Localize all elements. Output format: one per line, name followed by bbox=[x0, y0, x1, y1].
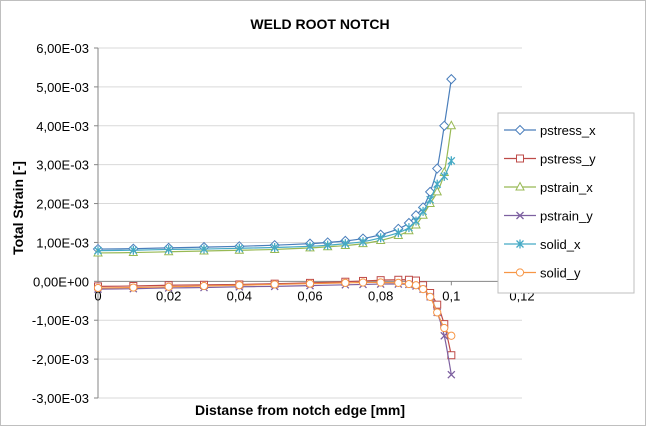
data-point bbox=[305, 279, 315, 288]
x-tick-label: 0,04 bbox=[227, 288, 252, 303]
data-point bbox=[358, 278, 368, 287]
y-tick-labels: -3,00E-03 -2,00E-03 -1,00E-03 0,00E+00 1,00E… bbox=[32, 41, 89, 406]
data-point bbox=[446, 120, 457, 130]
axes bbox=[94, 47, 523, 399]
series-group bbox=[92, 73, 457, 379]
legend-label: pstrain_x bbox=[540, 180, 593, 195]
x-tick-label: 0,06 bbox=[297, 288, 322, 303]
data-point bbox=[419, 206, 428, 216]
data-point bbox=[447, 370, 456, 379]
y-tick-label: 5,00E-03 bbox=[36, 80, 89, 95]
data-point bbox=[129, 245, 138, 255]
data-point bbox=[439, 120, 450, 131]
data-point bbox=[376, 278, 385, 287]
series-pstrain_y bbox=[94, 280, 456, 379]
series-pstress_x bbox=[92, 73, 457, 255]
legend-item: pstrain_y bbox=[504, 209, 593, 224]
y-tick-label: -1,00E-03 bbox=[32, 313, 89, 328]
data-point bbox=[447, 331, 456, 340]
x-tick-labels: 0 0,02 0,04 0,06 0,08 0,1 0,12 bbox=[94, 288, 534, 303]
data-point bbox=[404, 279, 414, 289]
data-point bbox=[270, 243, 279, 252]
data-point bbox=[516, 154, 524, 163]
data-point bbox=[432, 186, 443, 196]
data-point bbox=[426, 195, 435, 205]
data-point bbox=[199, 281, 209, 291]
data-point bbox=[446, 73, 457, 85]
y-tick-label: 2,00E-03 bbox=[36, 197, 89, 212]
y-tick-label: 1,00E-03 bbox=[36, 235, 89, 250]
legend-label: solid_y bbox=[540, 266, 581, 281]
data-point bbox=[129, 283, 138, 292]
data-point bbox=[447, 156, 456, 166]
data-point bbox=[404, 223, 413, 233]
data-point bbox=[93, 283, 103, 293]
legend-item: pstress_y bbox=[504, 152, 596, 167]
y-tick-label: -2,00E-03 bbox=[32, 352, 89, 367]
legend-label: pstrain_y bbox=[540, 209, 593, 224]
series-line bbox=[97, 283, 452, 375]
data-point bbox=[514, 124, 526, 136]
data-point bbox=[411, 281, 421, 290]
data-point bbox=[164, 244, 173, 254]
legend-item: solid_x bbox=[504, 237, 581, 252]
data-point bbox=[341, 278, 350, 287]
x-tick-label: 0,08 bbox=[368, 288, 393, 303]
legend-item: pstrain_x bbox=[504, 180, 593, 195]
legend-box bbox=[497, 112, 635, 294]
data-point bbox=[306, 241, 314, 251]
legend-label: pstress_x bbox=[540, 123, 596, 138]
data-point bbox=[418, 285, 428, 294]
series-line bbox=[97, 79, 452, 250]
series-solid_y bbox=[93, 278, 456, 340]
chart-title: WELD ROOT NOTCH bbox=[250, 16, 389, 32]
data-point bbox=[270, 280, 279, 289]
y-gridlines bbox=[98, 47, 522, 399]
data-point bbox=[394, 278, 403, 287]
data-point bbox=[394, 228, 403, 238]
data-point bbox=[515, 268, 525, 277]
data-point bbox=[426, 292, 435, 301]
y-axis-label: Total Strain [-] bbox=[10, 161, 26, 255]
y-tick-label: 0,00E+00 bbox=[33, 274, 89, 289]
legend-label: pstress_y bbox=[540, 152, 596, 167]
series-line bbox=[97, 279, 452, 356]
data-point bbox=[515, 181, 525, 191]
data-point bbox=[412, 216, 420, 226]
data-point bbox=[235, 281, 244, 290]
legend: pstress_x pstress_y pstrain_x pstrain_ysoli… bbox=[497, 112, 635, 294]
data-point bbox=[516, 211, 524, 220]
series-solid_x bbox=[94, 156, 456, 256]
data-point bbox=[200, 244, 208, 254]
y-tick-label: -3,00E-03 bbox=[32, 391, 89, 406]
data-point bbox=[433, 179, 442, 189]
legend-item: solid_y bbox=[504, 266, 581, 281]
data-point bbox=[235, 243, 244, 253]
y-tick-label: 6,00E-03 bbox=[36, 41, 89, 56]
legend-label: solid_x bbox=[540, 237, 581, 252]
data-point bbox=[94, 246, 102, 256]
y-tick-label: 3,00E-03 bbox=[36, 158, 89, 173]
x-tick-label: 0 bbox=[94, 288, 101, 303]
x-axis-label: Distanse from notch edge [mm] bbox=[195, 402, 405, 418]
y-tick-label: 4,00E-03 bbox=[36, 119, 89, 134]
data-point bbox=[164, 282, 173, 291]
x-tick-label: 0,02 bbox=[156, 288, 181, 303]
data-point bbox=[359, 237, 367, 247]
data-point bbox=[341, 239, 350, 249]
x-tick-label: 0,1 bbox=[442, 288, 460, 303]
series-line bbox=[97, 281, 452, 337]
data-point bbox=[440, 323, 449, 333]
data-point bbox=[440, 171, 449, 181]
data-point bbox=[376, 233, 385, 243]
legend-item: pstress_x bbox=[504, 123, 596, 138]
data-point bbox=[440, 331, 449, 340]
data-point bbox=[516, 239, 524, 249]
data-point bbox=[433, 308, 442, 317]
data-point bbox=[431, 163, 443, 174]
data-point bbox=[323, 240, 332, 250]
